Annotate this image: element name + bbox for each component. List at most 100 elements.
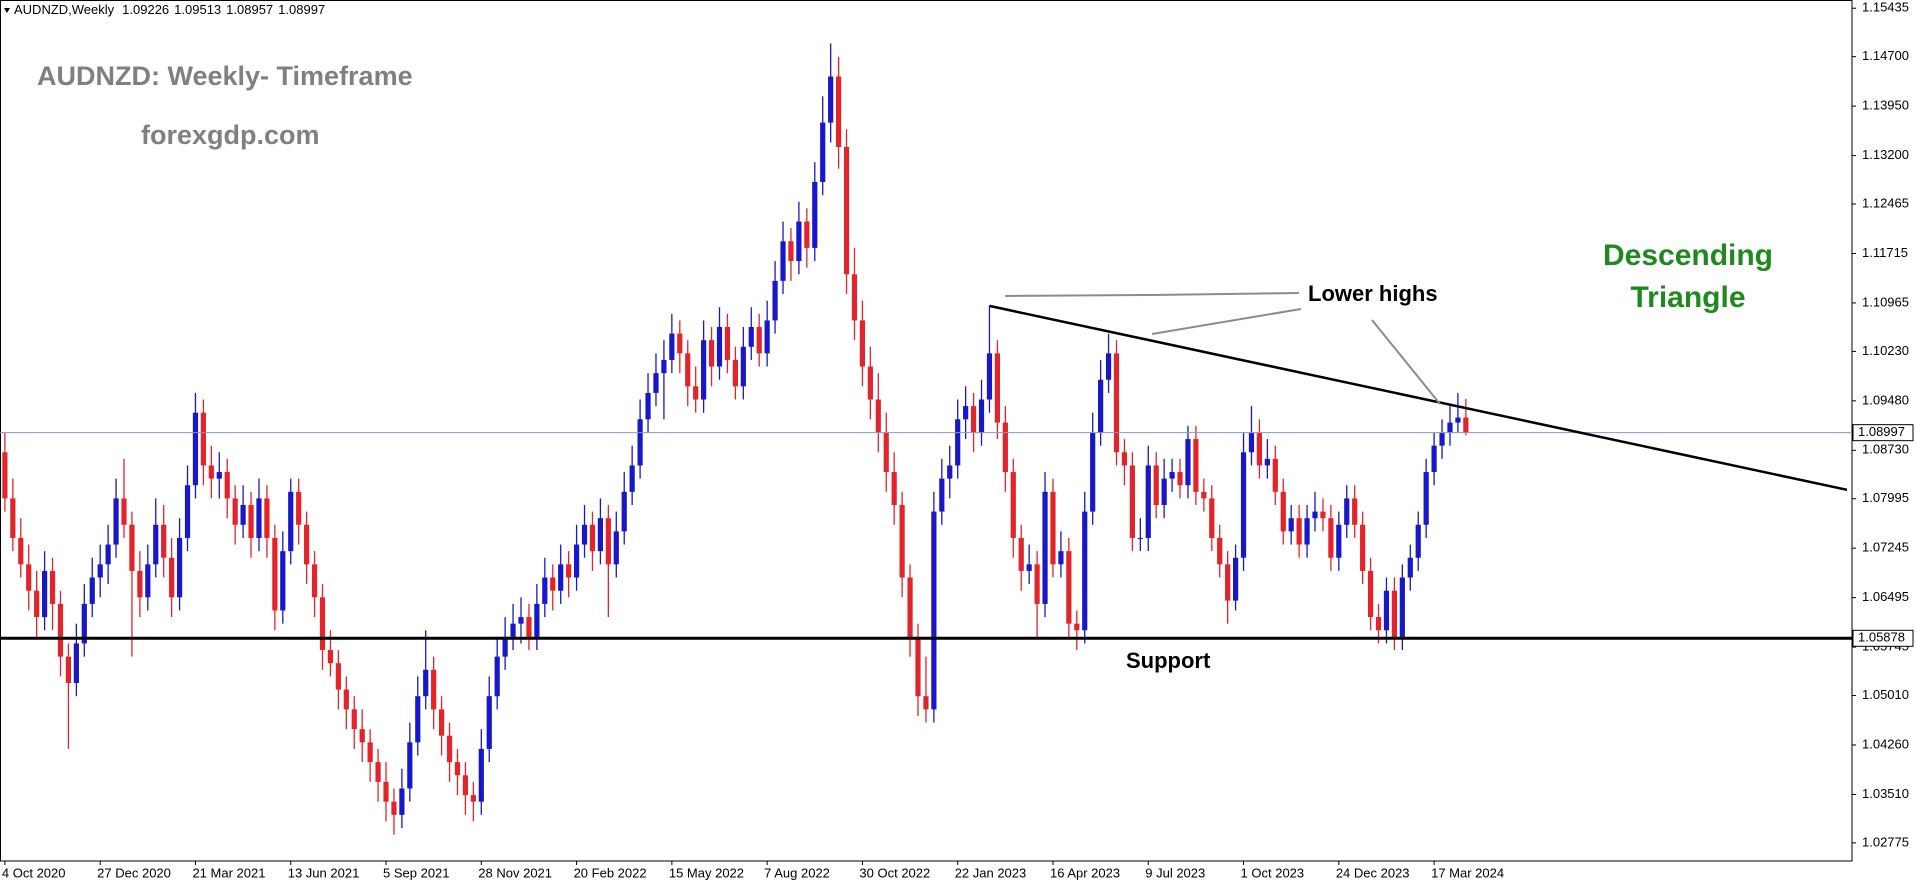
open-value: 1.09226 [122, 2, 169, 17]
candle-body [955, 419, 961, 466]
candle-body [97, 564, 103, 578]
lower-highs-label: Lower highs [1308, 281, 1438, 306]
candle-body [859, 320, 866, 367]
candle-body [1050, 491, 1056, 565]
candle-body [169, 557, 175, 598]
candle-body [915, 636, 921, 697]
candle-body [605, 518, 611, 565]
candle-body [629, 465, 635, 492]
candle-body [613, 531, 619, 565]
plot-frame [0, 0, 1853, 862]
candle-body [1066, 551, 1072, 624]
candle-body [1105, 353, 1112, 380]
y-tick-label: 1.08730 [1862, 442, 1909, 457]
candle-body [1296, 518, 1302, 545]
candle-body [1201, 491, 1207, 499]
candle-body [399, 788, 405, 815]
candle-body [343, 689, 349, 710]
candle-body [1169, 472, 1175, 479]
candle-body [701, 340, 707, 400]
candle-body [264, 498, 270, 538]
y-tick-label: 1.13200 [1862, 147, 1909, 162]
candle-body [153, 524, 159, 565]
candle-body [176, 537, 183, 598]
candle-body [184, 485, 191, 538]
candle-body [693, 386, 699, 400]
candle-body [875, 399, 881, 433]
candle-body [756, 326, 762, 354]
y-tick-label: 1.11715 [1862, 245, 1908, 260]
candle-body [208, 465, 214, 479]
candle-body [129, 524, 135, 571]
candle-body [454, 762, 461, 776]
x-tick-label: 21 Mar 2021 [192, 865, 265, 880]
candle-body [121, 498, 127, 525]
x-tick-label: 20 Feb 2022 [574, 865, 647, 880]
support-label: Support [1126, 648, 1211, 673]
candle-body [415, 696, 421, 743]
candle-body [1304, 518, 1310, 545]
candle-body [899, 504, 905, 578]
y-tick-label: 1.13950 [1862, 98, 1909, 113]
candle-body [81, 603, 87, 644]
candle-body [1320, 511, 1326, 519]
pointer-line [1371, 319, 1441, 405]
symbol: AUDNZD,Weekly [14, 2, 115, 17]
candle-body [470, 795, 476, 802]
candle-body [1280, 491, 1286, 532]
candle-body [462, 775, 469, 796]
candle-body [1209, 498, 1215, 538]
candle-body [1090, 432, 1096, 512]
candle-body [311, 564, 318, 598]
candle-body [407, 742, 413, 789]
candle-body [931, 511, 937, 710]
candle-body [1018, 537, 1024, 571]
candle-body [1423, 472, 1429, 525]
x-tick-label: 16 Apr 2023 [1050, 865, 1120, 880]
candle-body [581, 524, 588, 545]
candle-body [1248, 432, 1255, 453]
candle-body [518, 617, 524, 624]
support-box [1852, 629, 1914, 647]
candle-body [891, 472, 897, 505]
candle-body [216, 472, 222, 479]
price-box [1852, 424, 1914, 442]
candle-body [1113, 353, 1120, 453]
support-box-label: 1.05878 [1858, 630, 1905, 645]
candle-body [439, 709, 445, 736]
candle-body [621, 491, 627, 532]
candle-body [1137, 537, 1143, 539]
candle-body [1193, 439, 1199, 492]
candle-body [26, 564, 32, 591]
candle-body [1352, 498, 1358, 525]
candle-body [1407, 557, 1413, 578]
candle-body [1042, 491, 1048, 604]
candle-body [685, 353, 691, 387]
x-tick-label: 22 Jan 2023 [955, 865, 1027, 880]
candle-body [923, 696, 929, 710]
candle-body [327, 650, 334, 664]
candle-body [161, 524, 167, 558]
candle-body [653, 373, 659, 393]
candle-body [34, 590, 40, 618]
y-tick-label: 1.06495 [1862, 589, 1909, 604]
candle-body [1074, 623, 1080, 631]
candle-body [1463, 417, 1469, 433]
candle-body [288, 491, 294, 552]
x-tick-label: 9 Jul 2023 [1145, 865, 1205, 880]
candle-body [708, 340, 715, 367]
candle-body [1439, 432, 1445, 446]
candle-body [1058, 551, 1064, 565]
candle-body [200, 412, 206, 466]
candle-body [335, 663, 341, 690]
candle-body [248, 504, 254, 538]
marks [0, 7, 1856, 865]
candle-body [502, 636, 508, 657]
candle-body [224, 472, 230, 499]
candle-body [867, 366, 873, 400]
candle-body [828, 76, 834, 123]
candle-body [1375, 617, 1382, 631]
candle-body [970, 406, 977, 433]
y-tick-label: 1.15435 [1862, 0, 1909, 15]
